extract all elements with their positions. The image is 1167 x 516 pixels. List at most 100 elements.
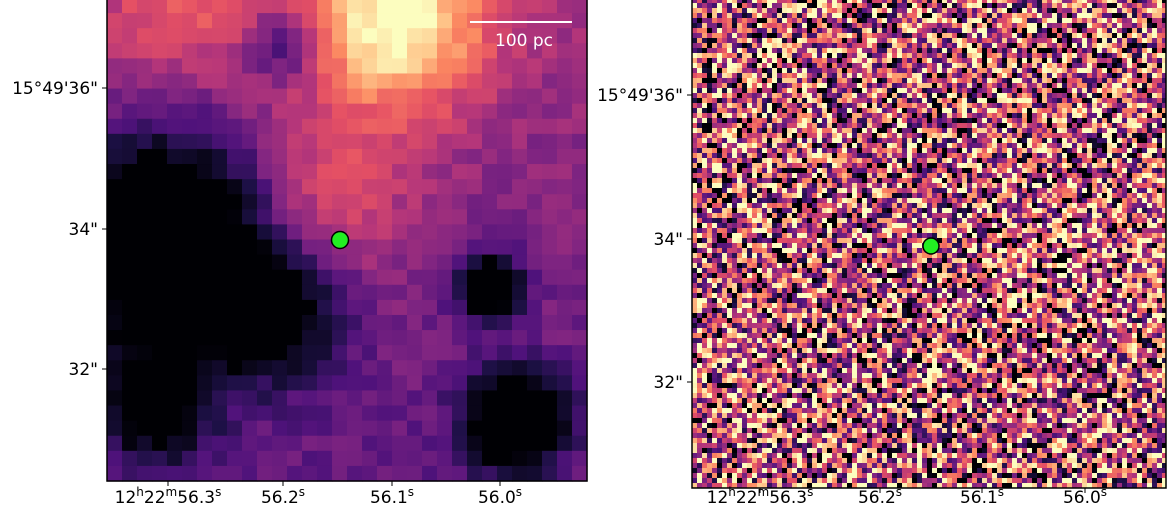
image-pixel bbox=[902, 93, 907, 98]
image-pixel bbox=[777, 0, 782, 3]
image-pixel bbox=[847, 178, 852, 183]
image-pixel bbox=[892, 163, 897, 168]
image-pixel bbox=[827, 13, 832, 18]
image-pixel bbox=[717, 113, 722, 118]
image-pixel bbox=[862, 163, 867, 168]
image-pixel bbox=[717, 98, 722, 103]
image-pixel bbox=[997, 123, 1002, 128]
image-pixel bbox=[1002, 73, 1007, 78]
image-pixel bbox=[1012, 68, 1017, 73]
image-pixel bbox=[892, 68, 897, 73]
image-pixel bbox=[827, 8, 832, 13]
image-pixel bbox=[257, 240, 273, 256]
image-pixel bbox=[887, 103, 892, 108]
image-pixel bbox=[887, 48, 892, 53]
image-pixel bbox=[917, 133, 922, 138]
image-pixel bbox=[822, 63, 827, 68]
image-pixel bbox=[422, 451, 438, 467]
image-pixel bbox=[877, 88, 882, 93]
image-pixel bbox=[792, 78, 797, 83]
image-pixel bbox=[837, 98, 842, 103]
image-pixel bbox=[1122, 18, 1127, 23]
image-pixel bbox=[542, 194, 558, 210]
image-pixel bbox=[497, 466, 513, 482]
image-pixel bbox=[797, 53, 802, 58]
image-pixel bbox=[932, 203, 937, 208]
image-pixel bbox=[887, 168, 892, 173]
image-pixel bbox=[772, 138, 777, 143]
image-pixel bbox=[752, 138, 757, 143]
image-pixel bbox=[1147, 163, 1152, 168]
image-pixel bbox=[137, 28, 153, 44]
image-pixel bbox=[1042, 188, 1047, 193]
image-pixel bbox=[747, 118, 752, 123]
image-pixel bbox=[802, 178, 807, 183]
image-pixel bbox=[817, 153, 822, 158]
image-pixel bbox=[1022, 148, 1027, 153]
image-pixel bbox=[867, 78, 872, 83]
image-pixel bbox=[852, 8, 857, 13]
image-pixel bbox=[777, 158, 782, 163]
image-pixel bbox=[737, 93, 742, 98]
image-pixel bbox=[572, 421, 588, 437]
image-pixel bbox=[557, 285, 573, 301]
image-pixel bbox=[832, 178, 837, 183]
image-pixel bbox=[1017, 83, 1022, 88]
image-pixel bbox=[227, 13, 243, 29]
image-pixel bbox=[332, 451, 348, 467]
image-pixel bbox=[107, 240, 123, 256]
image-pixel bbox=[872, 3, 877, 8]
image-pixel bbox=[957, 13, 962, 18]
image-pixel bbox=[967, 43, 972, 48]
image-pixel bbox=[1087, 88, 1092, 93]
image-pixel bbox=[857, 143, 862, 148]
image-pixel bbox=[927, 148, 932, 153]
image-pixel bbox=[907, 123, 912, 128]
image-pixel bbox=[317, 315, 333, 331]
image-pixel bbox=[962, 48, 967, 53]
image-pixel bbox=[1072, 158, 1077, 163]
image-pixel bbox=[882, 98, 887, 103]
image-pixel bbox=[1057, 133, 1062, 138]
image-pixel bbox=[967, 68, 972, 73]
image-pixel bbox=[1072, 108, 1077, 113]
image-pixel bbox=[712, 168, 717, 173]
image-pixel bbox=[1057, 23, 1062, 28]
image-pixel bbox=[392, 315, 408, 331]
image-pixel bbox=[1057, 168, 1062, 173]
image-pixel bbox=[257, 330, 273, 346]
image-pixel bbox=[1007, 98, 1012, 103]
image-pixel bbox=[1112, 3, 1117, 8]
image-pixel bbox=[452, 330, 468, 346]
image-pixel bbox=[717, 133, 722, 138]
image-pixel bbox=[1002, 53, 1007, 58]
image-pixel bbox=[362, 73, 378, 89]
image-pixel bbox=[317, 119, 333, 135]
image-pixel bbox=[1157, 63, 1162, 68]
image-pixel bbox=[957, 58, 962, 63]
image-pixel bbox=[122, 179, 138, 195]
image-pixel bbox=[732, 88, 737, 93]
image-pixel bbox=[987, 93, 992, 98]
image-pixel bbox=[752, 148, 757, 153]
image-pixel bbox=[812, 178, 817, 183]
image-pixel bbox=[182, 330, 198, 346]
image-pixel bbox=[1147, 138, 1152, 143]
image-pixel bbox=[122, 134, 138, 150]
image-pixel bbox=[927, 8, 932, 13]
image-pixel bbox=[702, 58, 707, 63]
image-pixel bbox=[1137, 3, 1142, 8]
image-pixel bbox=[992, 128, 997, 133]
image-pixel bbox=[767, 138, 772, 143]
image-pixel bbox=[1002, 118, 1007, 123]
image-pixel bbox=[912, 23, 917, 28]
image-pixel bbox=[482, 240, 498, 256]
image-pixel bbox=[697, 108, 702, 113]
image-pixel bbox=[1137, 8, 1142, 13]
image-pixel bbox=[1057, 188, 1062, 193]
image-pixel bbox=[1072, 173, 1077, 178]
image-pixel bbox=[1112, 148, 1117, 153]
image-pixel bbox=[1077, 83, 1082, 88]
image-pixel bbox=[742, 198, 747, 203]
image-pixel bbox=[762, 0, 767, 3]
